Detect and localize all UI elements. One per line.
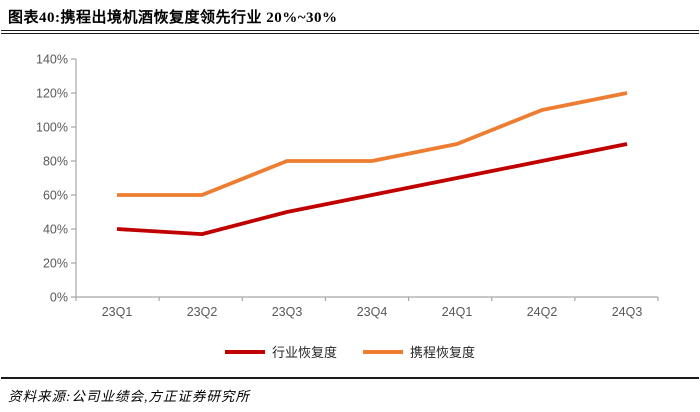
y-tick-label: 80% (43, 155, 68, 169)
x-tick-label: 24Q1 (442, 305, 473, 319)
y-tick-label: 140% (36, 53, 68, 67)
y-tick-label: 20% (43, 257, 68, 271)
source-note: 资料来源:公司业绩会,方正证券研究所 (8, 389, 250, 404)
legend-label-ctrip: 携程恢复度 (410, 345, 476, 360)
footer-divider (1, 377, 699, 379)
y-tick-label: 120% (36, 87, 68, 101)
chart-legend: 行业恢复度 携程恢复度 (0, 342, 700, 361)
x-tick-label: 23Q1 (102, 305, 133, 319)
legend-item-industry: 行业恢复度 (224, 342, 337, 361)
industry-line-swatch (224, 349, 265, 354)
series-line-1 (117, 91, 628, 197)
line-chart: 0% 20% 40% 60% 80% 100% 120% 140% 23Q1 23Q2 23Q3 23… (36, 53, 659, 319)
x-tick-label: 23Q3 (272, 305, 303, 319)
chart-area: 0% 20% 40% 60% 80% 100% 120% 140% 23Q1 23Q2 23Q3 23… (0, 50, 700, 330)
x-tick-label: 24Q3 (612, 305, 643, 319)
legend-item-ctrip: 携程恢复度 (363, 342, 475, 361)
x-tick-label: 24Q2 (527, 305, 558, 319)
x-tick-label: 23Q2 (187, 305, 218, 319)
y-tick-label: 0% (50, 291, 68, 305)
figure-title: 图表40:携程出境机酒恢复度领先行业 20%~30% (8, 10, 338, 26)
ctrip-line-swatch (363, 349, 403, 354)
y-tick-label: 40% (43, 223, 68, 237)
legend-label-industry: 行业恢复度 (271, 345, 337, 360)
series-line-0 (116, 142, 628, 237)
y-tick-label: 60% (43, 189, 68, 203)
y-tick-label: 100% (36, 121, 68, 135)
title-divider (1, 30, 699, 34)
x-tick-label: 23Q4 (357, 305, 388, 319)
